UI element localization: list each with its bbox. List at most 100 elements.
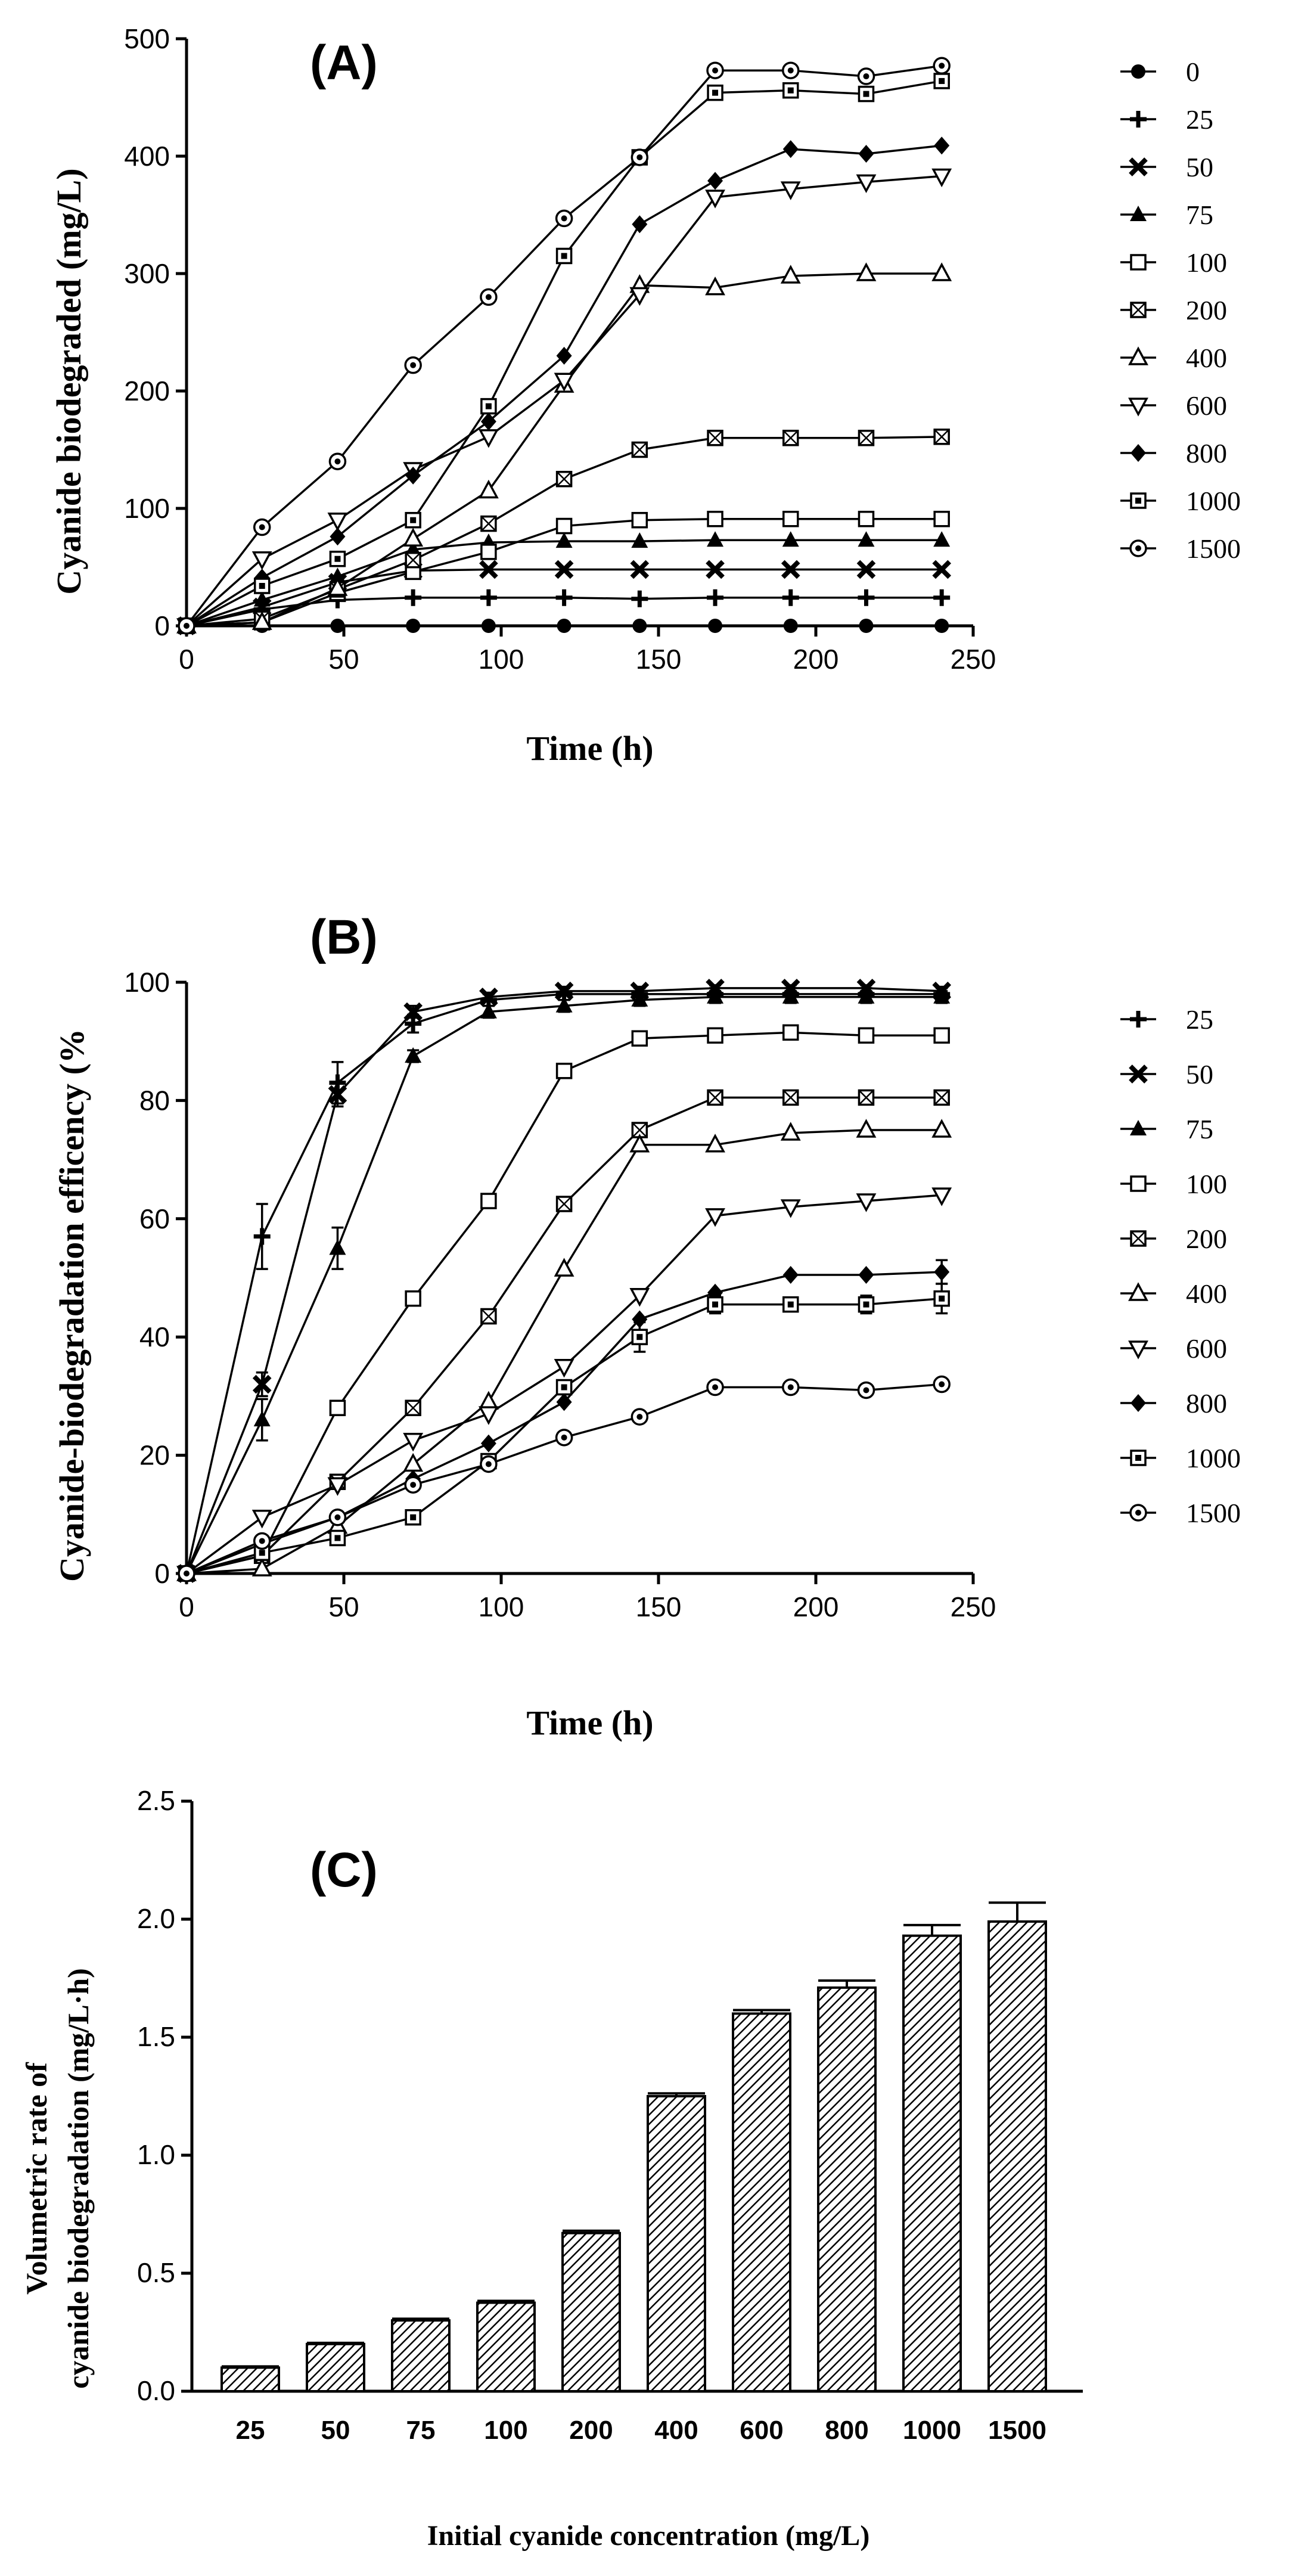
data-point-1000 (858, 1296, 875, 1313)
data-point-25 (253, 1228, 271, 1245)
data-point-100 (782, 510, 799, 527)
data-point-100 (707, 1027, 723, 1044)
data-point-100 (707, 510, 723, 527)
data-point-1000 (631, 1329, 648, 1345)
data-point-50 (479, 987, 498, 1007)
data-point-1000 (782, 82, 799, 99)
y-tick-label: 1.5 (137, 2021, 175, 2052)
data-point-1500 (857, 1381, 875, 1399)
legend-marker-1500 (1129, 1504, 1147, 1522)
data-point-75 (631, 991, 648, 1007)
legend-label-100: 100 (1186, 1169, 1227, 1199)
data-point-400 (251, 611, 272, 630)
data-point-200 (933, 429, 950, 445)
x-tick-label: 250 (951, 644, 996, 675)
legend-label-600: 600 (1186, 1333, 1227, 1364)
data-point-200 (933, 1089, 950, 1106)
data-point-800 (330, 527, 346, 546)
data-point-400 (931, 1119, 952, 1138)
y-tick-label: 40 (139, 1321, 170, 1352)
panel-c-x-axis-title: Initial cyanide concentration (mg/L) (427, 2520, 870, 2552)
data-point-1500 (480, 288, 498, 306)
legend-label-75: 75 (1186, 200, 1213, 230)
data-point-100 (858, 510, 875, 527)
data-point-800 (632, 215, 648, 234)
x-tick-label: 50 (328, 644, 359, 675)
data-point-1500 (253, 518, 271, 536)
data-point-400 (403, 527, 424, 547)
y-tick-label: 60 (139, 1203, 170, 1234)
data-point-1500 (404, 1476, 422, 1494)
data-point-800 (782, 140, 799, 159)
x-tick-label-200: 200 (569, 2416, 613, 2445)
legend-label-200: 200 (1186, 295, 1227, 325)
data-point-0 (934, 619, 949, 633)
legend-label-600: 600 (1186, 390, 1227, 421)
data-point-1000 (480, 398, 497, 415)
data-point-50 (706, 560, 725, 579)
data-point-75 (329, 567, 346, 584)
data-point-800 (556, 1393, 572, 1411)
data-point-50 (328, 1085, 347, 1104)
data-point-1500 (933, 1375, 951, 1393)
error-bar-200 (563, 2229, 620, 2233)
data-point-75 (555, 997, 573, 1013)
series-line-75 (186, 539, 942, 627)
data-point-800 (934, 136, 950, 155)
data-point-75 (555, 532, 573, 548)
data-point-1500 (555, 1429, 573, 1447)
data-point-100 (555, 1063, 573, 1079)
data-point-600 (327, 1477, 348, 1496)
error-bar-1500 (989, 1901, 1046, 1922)
error-bar-400 (648, 2092, 705, 2096)
panel-b: (B) Time (h) Cyanide-biodegradation effi… (52, 910, 1241, 1742)
data-point-75 (933, 988, 951, 1004)
y-tick-label: 400 (124, 141, 170, 172)
legend-label-800: 800 (1186, 438, 1227, 468)
x-tick-label: 200 (793, 1591, 839, 1622)
y-tick-label: 300 (124, 258, 170, 289)
data-point-400 (705, 1134, 725, 1153)
legend-label-400: 400 (1186, 343, 1227, 373)
data-point-1500 (706, 1378, 724, 1396)
data-point-0 (708, 619, 723, 633)
data-point-200 (631, 441, 648, 458)
data-point-800 (934, 1263, 950, 1281)
x-tick-label: 150 (636, 1591, 682, 1622)
bar-75 (391, 2319, 451, 2392)
data-point-800 (782, 1266, 799, 1284)
legend-marker-100 (1130, 254, 1147, 271)
panel-a-y-axis-title: Cyanide biodegraded (mg/L) (49, 168, 88, 594)
data-point-25 (329, 1074, 346, 1091)
legend-marker-400 (1128, 346, 1148, 365)
bar-25 (220, 2366, 280, 2392)
data-point-600 (705, 1208, 725, 1227)
data-point-400 (780, 1122, 801, 1141)
bar-1500 (987, 1920, 1047, 2392)
data-point-25 (858, 589, 875, 606)
x-tick-label-50: 50 (321, 2416, 350, 2445)
data-point-200 (782, 430, 799, 446)
data-point-50 (932, 560, 952, 579)
data-point-1000 (555, 247, 573, 265)
data-point-100 (480, 544, 497, 560)
legend-label-50: 50 (1186, 152, 1213, 182)
data-point-75 (858, 531, 875, 547)
legend-marker-50 (1129, 1064, 1148, 1084)
x-tick-label: 0 (179, 644, 194, 675)
legend-label-25: 25 (1186, 1004, 1213, 1035)
bar-800 (817, 1986, 877, 2393)
legend-marker-800 (1130, 1394, 1146, 1412)
data-point-600 (629, 287, 650, 306)
panel-b-label: (B) (310, 910, 378, 964)
data-point-75 (405, 1047, 422, 1063)
data-point-400 (856, 1119, 877, 1138)
data-point-1500 (328, 452, 347, 470)
data-point-50 (554, 982, 574, 1001)
error-bar-100 (477, 2299, 535, 2303)
bar-1000 (902, 1934, 962, 2392)
data-point-50 (630, 560, 650, 579)
data-point-50 (252, 1374, 272, 1394)
x-tick-label: 50 (328, 1591, 359, 1622)
